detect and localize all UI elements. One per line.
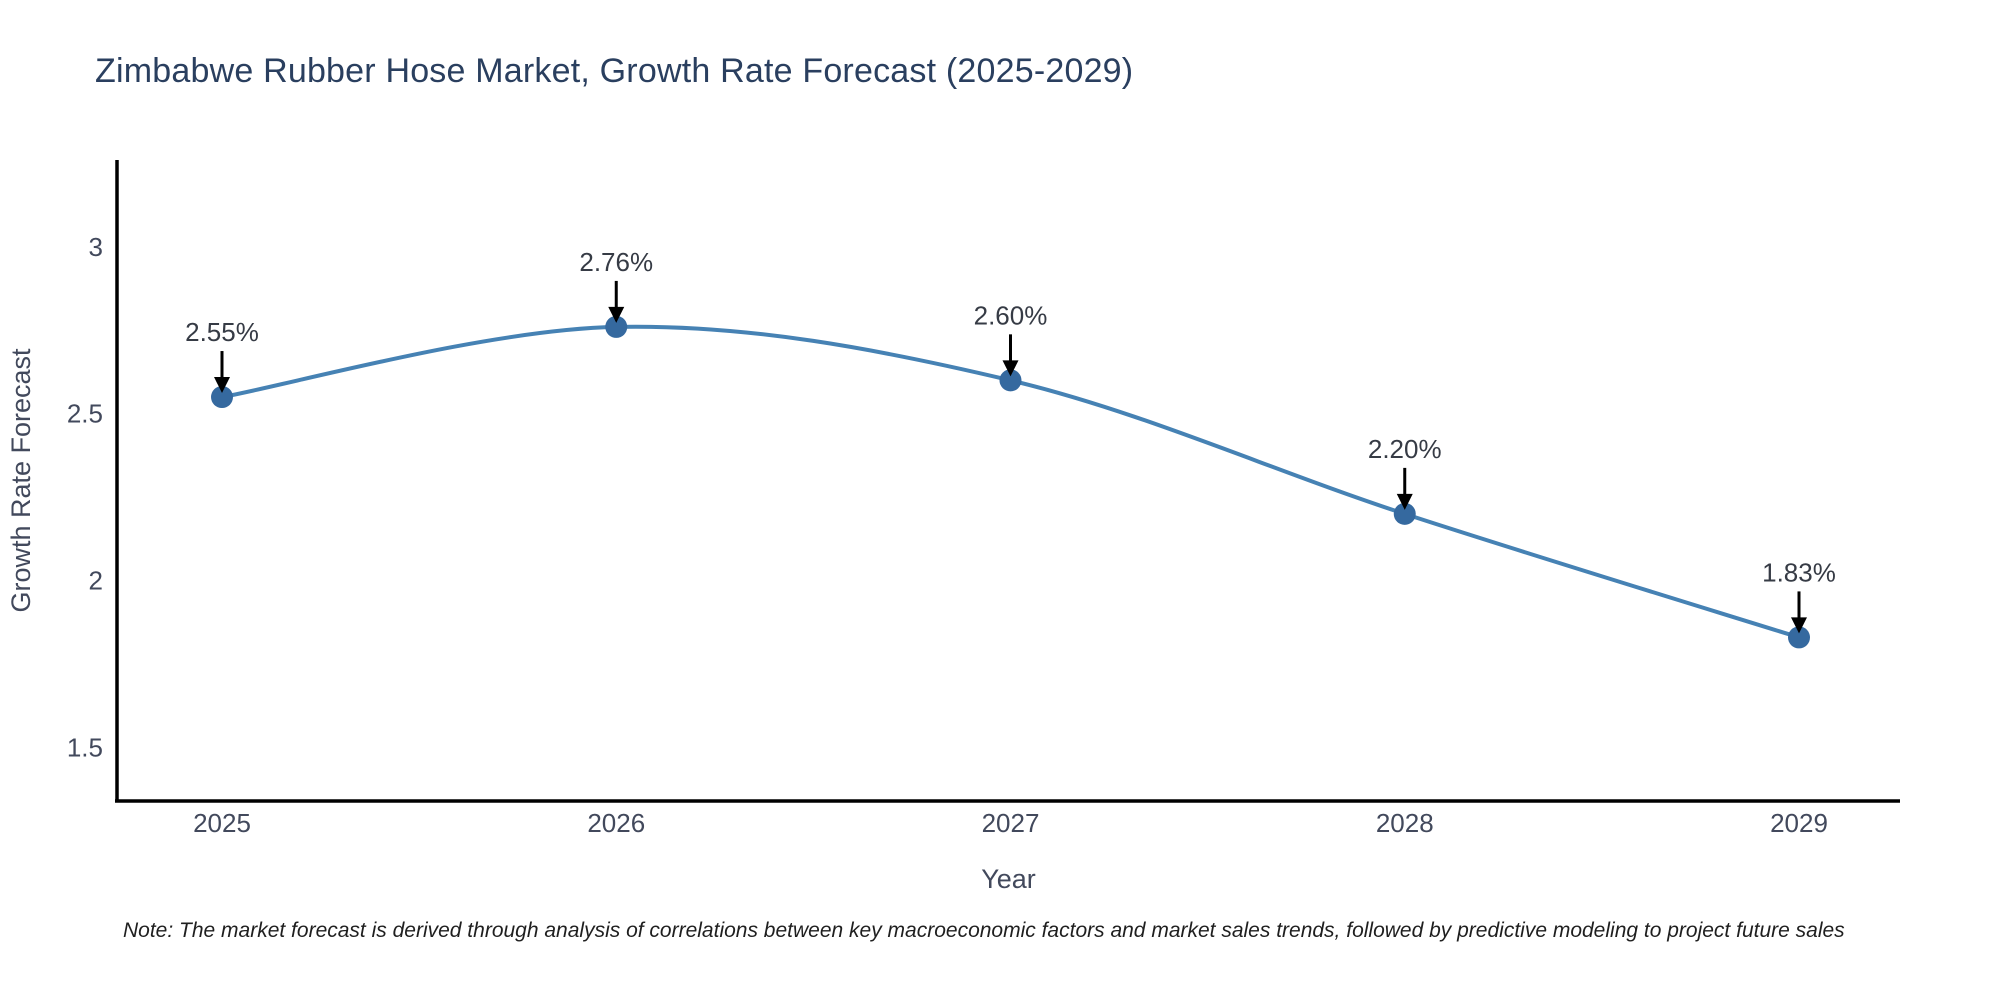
x-axis-title: Year [981, 864, 1036, 894]
point-annotation: 2.76% [579, 247, 653, 277]
x-tick-label: 2025 [193, 808, 251, 838]
x-tick-label: 2026 [587, 808, 645, 838]
data-point-marker [605, 315, 628, 338]
annotation-arrowhead [1002, 360, 1019, 377]
point-annotation: 1.83% [1762, 557, 1836, 587]
y-tick-label: 2.5 [67, 399, 103, 429]
x-tick-label: 2027 [982, 808, 1040, 838]
data-point-marker [1788, 626, 1810, 649]
annotation-arrowhead [1791, 617, 1807, 634]
chart-title: Zimbabwe Rubber Hose Market, Growth Rate… [95, 52, 1134, 90]
data-point-marker [1393, 502, 1416, 525]
x-tick-label: 2029 [1770, 808, 1828, 838]
point-annotation: 2.55% [185, 317, 259, 347]
data-point-marker [999, 369, 1022, 392]
y-tick-label: 2 [89, 566, 103, 596]
y-tick-label: 3 [89, 232, 103, 262]
annotation-arrowhead [608, 306, 625, 323]
y-tick-label: 1.5 [67, 733, 103, 763]
point-annotation: 2.60% [974, 300, 1048, 330]
annotation-arrowhead [214, 377, 230, 394]
point-annotation: 2.20% [1368, 434, 1442, 464]
y-axis-title: Growth Rate Forecast [6, 348, 36, 613]
x-tick-label: 2028 [1376, 808, 1434, 838]
annotation-arrowhead [1396, 493, 1413, 510]
data-point-marker [211, 386, 233, 409]
footnote: Note: The market forecast is derived thr… [123, 919, 1845, 942]
